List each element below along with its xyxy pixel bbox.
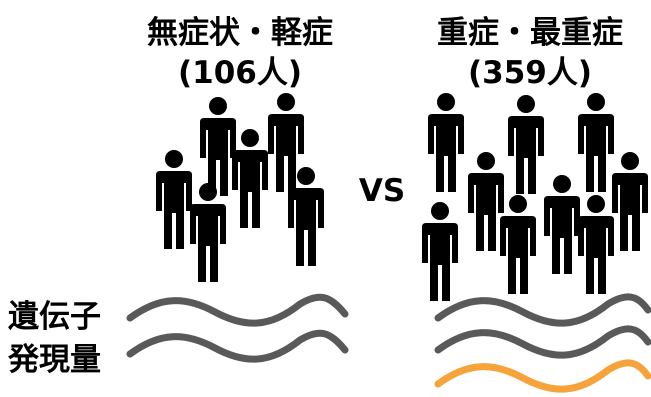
right-wave-top bbox=[434, 293, 651, 327]
left-crowd bbox=[156, 93, 324, 282]
person-icon bbox=[544, 175, 580, 274]
person-icon bbox=[190, 183, 226, 282]
left-expression-waves bbox=[126, 293, 349, 363]
right-group-title: 重症・最重症 bbox=[437, 15, 623, 51]
person-icon bbox=[468, 152, 504, 251]
person-icon bbox=[428, 93, 464, 192]
person-icon bbox=[156, 150, 192, 249]
left-group-count: (106人) bbox=[177, 55, 303, 91]
person-icon bbox=[200, 97, 236, 196]
person-icon bbox=[422, 202, 458, 301]
person-icon bbox=[578, 93, 614, 192]
left-wave-top bbox=[126, 293, 349, 327]
left-group-title: 無症状・軽症 bbox=[147, 15, 333, 51]
person-icon bbox=[578, 195, 614, 294]
person-icon bbox=[232, 129, 268, 228]
person-icon bbox=[508, 95, 544, 194]
person-icon bbox=[612, 152, 648, 251]
person-icon bbox=[500, 195, 536, 294]
right-group-count: (359人) bbox=[467, 55, 593, 91]
right-wave-highlight bbox=[434, 359, 651, 393]
right-expression-waves bbox=[434, 293, 651, 393]
right-crowd bbox=[422, 93, 648, 301]
gene-expression-label-line2: 発現量 bbox=[8, 342, 101, 378]
vs-label: VS bbox=[358, 173, 406, 209]
right-wave-middle bbox=[434, 325, 651, 359]
gene-expression-label-line1: 遺伝子 bbox=[8, 299, 101, 335]
left-wave-bottom bbox=[126, 329, 349, 363]
